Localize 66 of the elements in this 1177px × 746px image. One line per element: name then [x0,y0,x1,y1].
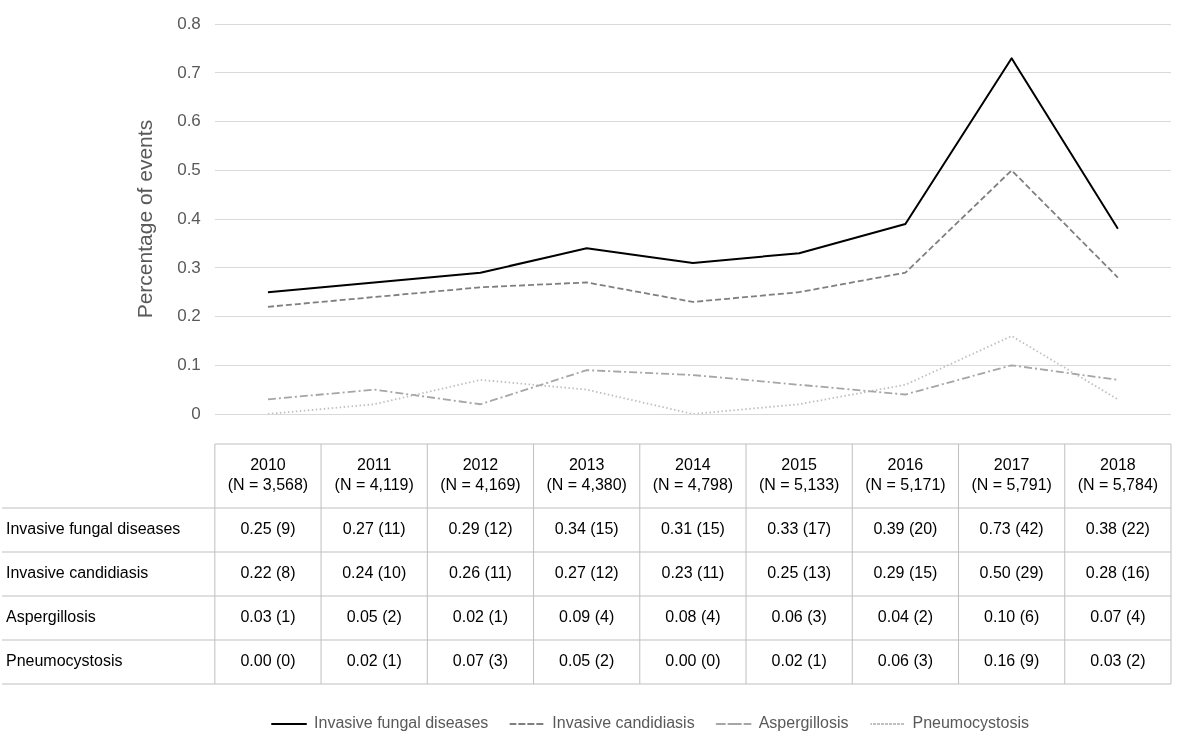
x-tick-label: 2015 (N = 5,133) [758,456,840,494]
data-label: 0.24 (10) [342,564,407,582]
line-series [267,364,1119,406]
y-tick-label: 0.8 [177,13,201,33]
text: Aspergillosis [6,608,96,626]
data-label: 0.07 (3) [452,652,508,670]
data-label: 0.05 (2) [346,608,402,626]
data-label: 0.27 (11) [342,520,406,538]
y-tick-label: 0.6 [177,111,201,131]
legend-label: Invasive candidiasis [552,714,695,732]
data-label: 0.08 (4) [665,608,721,626]
line-series [267,335,1119,414]
data-label: 0.27 (12) [554,564,619,582]
legend-label: Pneumocystosis [912,714,1029,732]
legend-label: Aspergillosis [758,714,849,732]
x-tick-label: 2017 (N = 5,791) [971,456,1052,494]
data-label: 0.25 (13) [767,564,832,582]
text: Invasive fungal diseases [6,520,181,538]
data-label: 0.31 (15) [660,520,725,538]
data-label: 0.06 (3) [877,652,933,670]
data-label: 0.23 (11) [661,564,725,582]
x-tick-label: 2013 (N = 4,380) [546,456,627,494]
data-label: 0.03 (2) [1090,652,1146,670]
data-label: 0.06 (3) [771,608,827,626]
data-label: 0.29 (12) [448,520,513,538]
data-label: 0.05 (2) [559,652,615,670]
data-label: 0.38 (22) [1085,520,1150,538]
data-label: 0.09 (4) [559,608,615,626]
x-tick-label: 2018 (N = 5,784) [1077,456,1159,494]
text: Pneumocystosis [6,652,123,670]
data-label: 0.29 (15) [873,564,938,582]
y-tick-label: 0 [191,403,201,423]
x-tick-label: 2012 (N = 4,169) [440,456,521,494]
data-label: 0.00 (0) [240,652,296,670]
x-tick-label: 2010 (N = 3,568) [227,456,309,494]
y-tick-label: 0.2 [177,306,201,326]
x-tick-label: 2014 (N = 4,798) [652,456,734,494]
data-label: 0.28 (16) [1085,564,1150,582]
data-label: 0.10 (6) [984,608,1040,626]
data-label: 0.26 (11) [449,564,512,582]
legend-label: Invasive fungal diseases [314,714,489,732]
data-label: 0.00 (0) [665,652,721,670]
data-label: 0.02 (1) [452,608,508,626]
y-tick-label: 0.7 [177,62,201,82]
data-label: 0.02 (1) [771,652,827,670]
data-label: 0.03 (1) [240,608,296,626]
data-label: 0.33 (17) [767,520,832,538]
data-label: 0.25 (9) [240,520,296,538]
data-label: 0.50 (29) [979,564,1044,582]
text: Invasive candidiasis [6,564,149,582]
data-label: 0.04 (2) [877,608,933,626]
data-label: 0.39 (20) [873,520,938,538]
data-label: 0.02 (1) [346,652,402,670]
x-tick-label: 2016 (N = 5,171) [865,456,946,494]
y-tick-label: 0.1 [177,354,201,374]
y-tick-label: 0.5 [177,160,201,180]
data-label: 0.34 (15) [554,520,619,538]
line-series [267,169,1119,308]
y-tick-label: 0.3 [177,257,201,277]
data-label: 0.07 (4) [1090,608,1146,626]
data-label: 0.73 (42) [979,520,1044,538]
x-tick-label: 2011 (N = 4,119) [334,456,414,494]
y-tick-label: 0.4 [177,208,201,228]
data-label: 0.22 (8) [240,564,296,582]
y-axis-title: Percentage of events [133,119,157,319]
data-label: 0.16 (9) [984,652,1040,670]
